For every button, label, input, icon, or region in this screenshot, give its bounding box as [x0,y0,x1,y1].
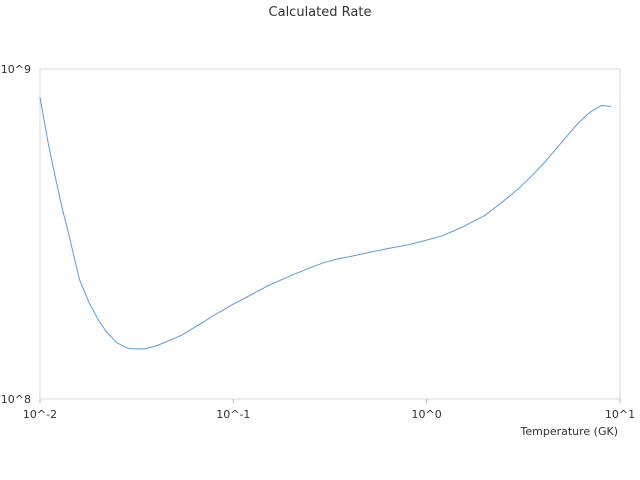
chart-title: Calculated Rate [269,5,372,20]
y-tick-label: 10^9 [1,63,31,76]
x-tick-label: 10^1 [605,408,635,421]
x-tick-label: 10^-1 [216,408,250,421]
y-axis-ticks: 10^8 10^9 [1,63,31,406]
x-axis-label: Temperature (GK) [520,425,619,438]
series-layer [39,97,612,350]
x-tick-label: 10^0 [412,408,442,421]
y-tick-label: 10^8 [1,393,31,406]
x-tick-label: 10^-2 [23,408,57,421]
plot-area [39,68,621,400]
x-axis-ticks: 10^-2 10^-1 10^0 10^1 [23,399,635,421]
rate-series-line [39,97,612,350]
